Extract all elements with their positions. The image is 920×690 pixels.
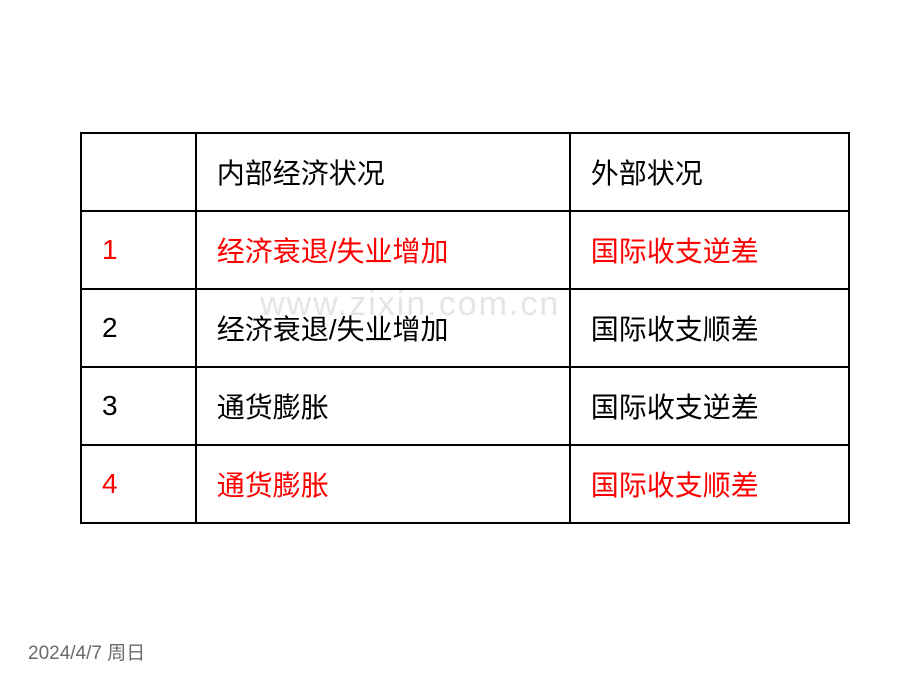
row1-cell-1: 1 [81, 211, 196, 289]
row4-cell-3: 国际收支顺差 [570, 445, 849, 523]
row2-cell-1: 2 [81, 289, 196, 367]
row2-cell-3: 国际收支顺差 [570, 289, 849, 367]
header-cell-3: 外部状况 [570, 133, 849, 211]
row1-cell-2: 经济衰退/失业增加 [196, 211, 570, 289]
row3-cell-1: 3 [81, 367, 196, 445]
row2-cell-2: 经济衰退/失业增加 [196, 289, 570, 367]
table-row: 4 通货膨胀 国际收支顺差 [81, 445, 849, 523]
table-row: 3 通货膨胀 国际收支逆差 [81, 367, 849, 445]
table-row: 1 经济衰退/失业增加 国际收支逆差 [81, 211, 849, 289]
row4-cell-2: 通货膨胀 [196, 445, 570, 523]
header-cell-2: 内部经济状况 [196, 133, 570, 211]
row3-cell-2: 通货膨胀 [196, 367, 570, 445]
row4-cell-1: 4 [81, 445, 196, 523]
table-row: 2 经济衰退/失业增加 国际收支顺差 [81, 289, 849, 367]
header-cell-1 [81, 133, 196, 211]
row3-cell-3: 国际收支逆差 [570, 367, 849, 445]
table: 内部经济状况 外部状况 1 经济衰退/失业增加 国际收支逆差 2 经济衰退/失业… [80, 132, 850, 524]
row1-cell-3: 国际收支逆差 [570, 211, 849, 289]
footer-date: 2024/4/7 周日 [28, 638, 145, 665]
table-header-row: 内部经济状况 外部状况 [81, 133, 849, 211]
economic-status-table: 内部经济状况 外部状况 1 经济衰退/失业增加 国际收支逆差 2 经济衰退/失业… [80, 132, 850, 524]
